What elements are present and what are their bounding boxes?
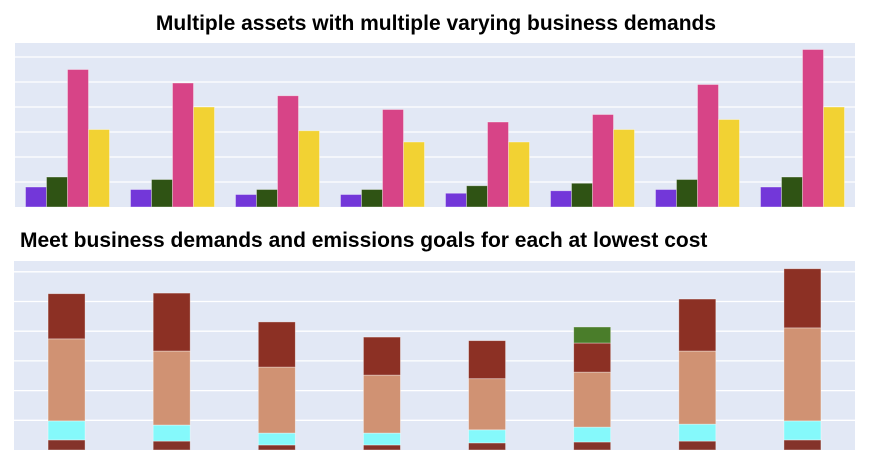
bar-1 bbox=[550, 190, 572, 208]
bar-1 bbox=[445, 192, 467, 208]
bar-segment-1 bbox=[363, 444, 401, 451]
bar-2 bbox=[256, 189, 278, 208]
bar-2 bbox=[361, 189, 383, 208]
bar-2 bbox=[46, 176, 68, 208]
bar-segment-3 bbox=[783, 327, 822, 422]
bar-3 bbox=[67, 69, 89, 208]
bar-3 bbox=[487, 121, 509, 208]
bar-segment-4 bbox=[783, 268, 822, 329]
bar-segment-3 bbox=[678, 350, 717, 425]
bar-segment-3 bbox=[573, 371, 612, 428]
bar-2 bbox=[676, 179, 698, 208]
bar-segment-2 bbox=[363, 432, 401, 446]
bar-segment-5 bbox=[573, 326, 612, 344]
bar-2 bbox=[151, 179, 173, 208]
bar-segment-3 bbox=[468, 378, 506, 431]
bar-segment-2 bbox=[152, 424, 191, 442]
bar-1 bbox=[235, 194, 257, 208]
bar-segment-2 bbox=[47, 420, 86, 441]
bar-segment-4 bbox=[573, 342, 612, 373]
bar-4 bbox=[193, 106, 215, 208]
bar-segment-4 bbox=[152, 292, 191, 352]
bar-segment-2 bbox=[678, 423, 717, 442]
bar-segment-4 bbox=[363, 336, 401, 376]
bar-segment-1 bbox=[678, 440, 717, 451]
bar-segment-2 bbox=[573, 426, 612, 443]
bar-segment-4 bbox=[47, 293, 86, 340]
bar-4 bbox=[613, 129, 635, 208]
bar-segment-4 bbox=[468, 340, 506, 380]
bar-segment-2 bbox=[257, 432, 296, 446]
bar-segment-4 bbox=[678, 298, 717, 352]
bar-segment-3 bbox=[152, 350, 191, 426]
bar-4 bbox=[298, 130, 320, 208]
bar-4 bbox=[508, 141, 530, 208]
bar-1 bbox=[655, 189, 677, 208]
bar-1 bbox=[130, 189, 152, 208]
bar-segment-1 bbox=[783, 439, 822, 451]
bar-segment-2 bbox=[783, 420, 822, 441]
bar-4 bbox=[88, 129, 110, 208]
bar-segment-3 bbox=[363, 374, 401, 434]
bar-1 bbox=[340, 194, 362, 208]
bar-segment-2 bbox=[468, 429, 506, 444]
bar-segment-3 bbox=[257, 366, 296, 434]
bar-4 bbox=[718, 119, 740, 208]
bar-2 bbox=[466, 185, 488, 208]
bar-segment-1 bbox=[47, 439, 86, 451]
bar-3 bbox=[697, 84, 719, 208]
top-chart-title: Multiple assets with multiple varying bu… bbox=[155, 12, 717, 35]
bar-4 bbox=[403, 141, 425, 208]
bar-segment-4 bbox=[257, 321, 296, 368]
bar-segment-1 bbox=[257, 444, 296, 451]
plot-area-2 bbox=[14, 261, 855, 450]
bottom-chart-title: Meet business demands and emissions goal… bbox=[20, 229, 708, 252]
bar-4 bbox=[823, 106, 845, 208]
bar-3 bbox=[382, 109, 404, 208]
bar-segment-1 bbox=[468, 442, 506, 451]
bar-3 bbox=[802, 49, 824, 208]
bar-3 bbox=[172, 82, 194, 208]
bar-2 bbox=[571, 182, 593, 208]
bar-3 bbox=[592, 114, 614, 208]
bar-1 bbox=[760, 186, 782, 208]
bar-segment-3 bbox=[47, 338, 86, 422]
bar-segment-1 bbox=[573, 441, 612, 451]
bar-3 bbox=[277, 95, 299, 208]
bar-2 bbox=[781, 176, 803, 208]
bar-1 bbox=[25, 186, 47, 208]
bar-segment-1 bbox=[152, 440, 191, 451]
